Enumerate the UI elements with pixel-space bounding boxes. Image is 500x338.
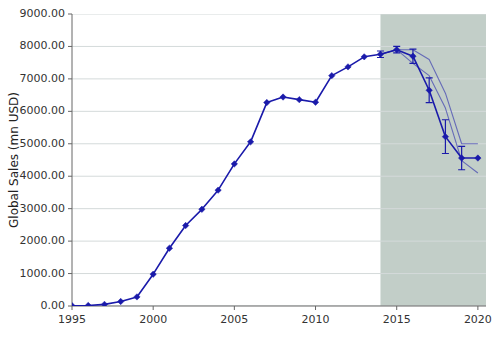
error-bar xyxy=(393,46,400,52)
error-bar xyxy=(442,120,449,154)
background-layer xyxy=(72,14,486,306)
point xyxy=(118,298,124,304)
y-axis-label: Global Sales (mn USD) xyxy=(7,92,21,228)
point xyxy=(426,87,432,93)
plot-area xyxy=(72,46,481,306)
point xyxy=(101,301,107,306)
x-tick xyxy=(477,306,478,310)
y-tick-label: 6000.00 xyxy=(20,104,66,117)
grid-line xyxy=(72,273,486,274)
error-bar xyxy=(458,146,465,169)
y-tick-label: 1000.00 xyxy=(20,267,66,280)
x-tick-label: 2015 xyxy=(383,313,411,326)
point xyxy=(150,271,156,277)
point xyxy=(475,155,481,161)
point xyxy=(85,302,91,306)
y-tick xyxy=(68,273,72,274)
chart: 0.00 1000.00 2000.00 3000.00 4000.00 5000.00 6… xyxy=(0,0,500,338)
y-tick xyxy=(68,78,72,79)
point xyxy=(442,133,448,139)
bound-line xyxy=(380,50,477,144)
y-tick-label: 3000.00 xyxy=(20,202,66,215)
point xyxy=(280,94,286,100)
y-tick xyxy=(68,176,72,177)
grid-line xyxy=(72,241,486,242)
point xyxy=(377,51,383,57)
grid-line xyxy=(72,111,486,112)
point xyxy=(361,54,367,60)
estimated-region xyxy=(380,14,486,306)
grid-line xyxy=(72,46,486,47)
x-tick-label: 1995 xyxy=(58,313,86,326)
x-tick-label: 2005 xyxy=(220,313,248,326)
x-tick xyxy=(234,306,235,310)
point xyxy=(247,139,253,145)
grid-line xyxy=(72,143,486,144)
error-bar xyxy=(409,49,416,63)
error-bar xyxy=(377,51,384,57)
grid-line xyxy=(72,208,486,209)
point xyxy=(296,96,302,102)
point xyxy=(312,99,318,105)
y-tick xyxy=(68,111,72,112)
x-tick-label: 2000 xyxy=(139,313,167,326)
point xyxy=(134,294,140,300)
y-tick xyxy=(68,14,72,15)
x-tick-label: 2020 xyxy=(464,313,492,326)
point xyxy=(264,99,270,105)
grid-line xyxy=(72,176,486,177)
y-tick xyxy=(68,46,72,47)
y-tick-label: 0.00 xyxy=(41,299,66,312)
point xyxy=(410,53,416,59)
x-tick-label: 2010 xyxy=(302,313,330,326)
y-tick xyxy=(68,143,72,144)
point xyxy=(394,46,400,52)
point xyxy=(215,187,221,193)
y-tick-label: 5000.00 xyxy=(20,137,66,150)
point xyxy=(199,206,205,212)
x-tick xyxy=(396,306,397,310)
point xyxy=(72,302,75,306)
point xyxy=(345,64,351,70)
y-tick xyxy=(68,208,72,209)
x-axis-line xyxy=(72,306,486,307)
x-tick xyxy=(72,306,73,310)
y-axis-line xyxy=(72,14,73,306)
point xyxy=(231,161,237,167)
x-tick xyxy=(153,306,154,310)
grid-line xyxy=(72,306,486,307)
bound-line xyxy=(380,50,477,173)
y-tick-label: 4000.00 xyxy=(20,169,66,182)
y-tick-label: 9000.00 xyxy=(20,7,66,20)
y-tick-label: 2000.00 xyxy=(20,234,66,247)
y-tick xyxy=(68,241,72,242)
point xyxy=(166,245,172,251)
axes: 0.00 1000.00 2000.00 3000.00 4000.00 5000.00 6… xyxy=(20,7,492,326)
point xyxy=(329,72,335,78)
grid-line xyxy=(72,14,486,15)
x-tick xyxy=(315,306,316,310)
point xyxy=(182,222,188,228)
error-bar xyxy=(426,78,433,103)
y-tick-label: 8000.00 xyxy=(20,39,66,52)
y-tick-label: 7000.00 xyxy=(20,72,66,85)
point xyxy=(458,155,464,161)
sales-line xyxy=(72,50,478,306)
y-tick xyxy=(68,306,72,307)
